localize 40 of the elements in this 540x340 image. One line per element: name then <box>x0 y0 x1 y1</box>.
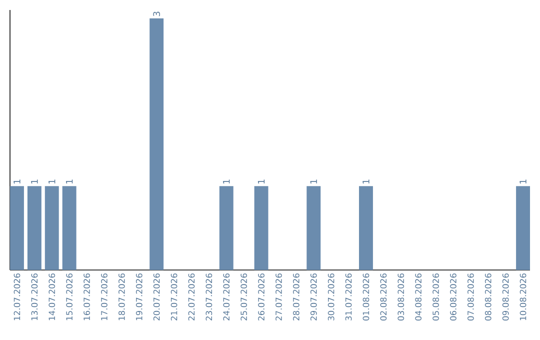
x-tick-label: 03.08.2026 <box>398 273 404 320</box>
x-tick-label: 25.07.2026 <box>240 273 248 320</box>
data-label: 1 <box>31 180 38 184</box>
data-label: 1 <box>310 180 317 184</box>
data-label: 1 <box>14 180 20 184</box>
x-tick-label: 06.08.2026 <box>450 273 456 320</box>
x-tick-label: 31.07.2026 <box>345 273 352 320</box>
x-tick-label: 14.07.2026 <box>48 273 56 320</box>
x-tick-label: 30.07.2026 <box>328 273 334 320</box>
x-tick-label: 13.07.2026 <box>31 273 38 320</box>
x-tick-label: 28.07.2026 <box>293 273 300 320</box>
x-tick-label: 09.08.2026 <box>502 273 509 320</box>
x-tick-label: 19.07.2026 <box>136 273 142 320</box>
x-tick-label: 16.07.2026 <box>84 273 90 320</box>
x-tick-label: 23.07.2026 <box>206 273 212 320</box>
data-label: 1 <box>362 180 370 184</box>
data-label: 1 <box>66 180 73 184</box>
x-tick-label: 21.07.2026 <box>170 273 178 320</box>
x-tick-label: 26.07.2026 <box>258 273 264 320</box>
data-label: 1 <box>223 180 230 184</box>
x-tick-label: 24.07.2026 <box>223 273 230 320</box>
x-tick-label: 18.07.2026 <box>118 273 125 320</box>
x-tick-label: 27.07.2026 <box>276 273 282 320</box>
x-tick-label: 08.08.2026 <box>484 273 492 320</box>
x-tick-label: 07.08.2026 <box>468 273 474 320</box>
x-tick-label: 22.07.2026 <box>188 273 195 320</box>
x-tick-label: 05.08.2026 <box>432 273 439 320</box>
x-tick-label: 29.07.2026 <box>310 273 317 320</box>
x-tick-label: 20.07.2026 <box>153 273 160 320</box>
x-tick-label: 15.07.2026 <box>66 273 73 320</box>
x-tick-label: 02.08.2026 <box>380 273 387 320</box>
x-tick-label: 01.08.2026 <box>362 273 370 320</box>
x-tick-label: 10.08.2026 <box>520 273 526 320</box>
data-label: 3 <box>153 12 160 16</box>
x-tick-label: 17.07.2026 <box>101 273 108 320</box>
x-tick-label: 04.08.2026 <box>415 273 422 320</box>
x-tick-label: 12.07.2026 <box>14 273 20 320</box>
data-label: 1 <box>520 180 526 184</box>
data-label: 1 <box>258 180 265 184</box>
data-label: 1 <box>48 180 56 184</box>
